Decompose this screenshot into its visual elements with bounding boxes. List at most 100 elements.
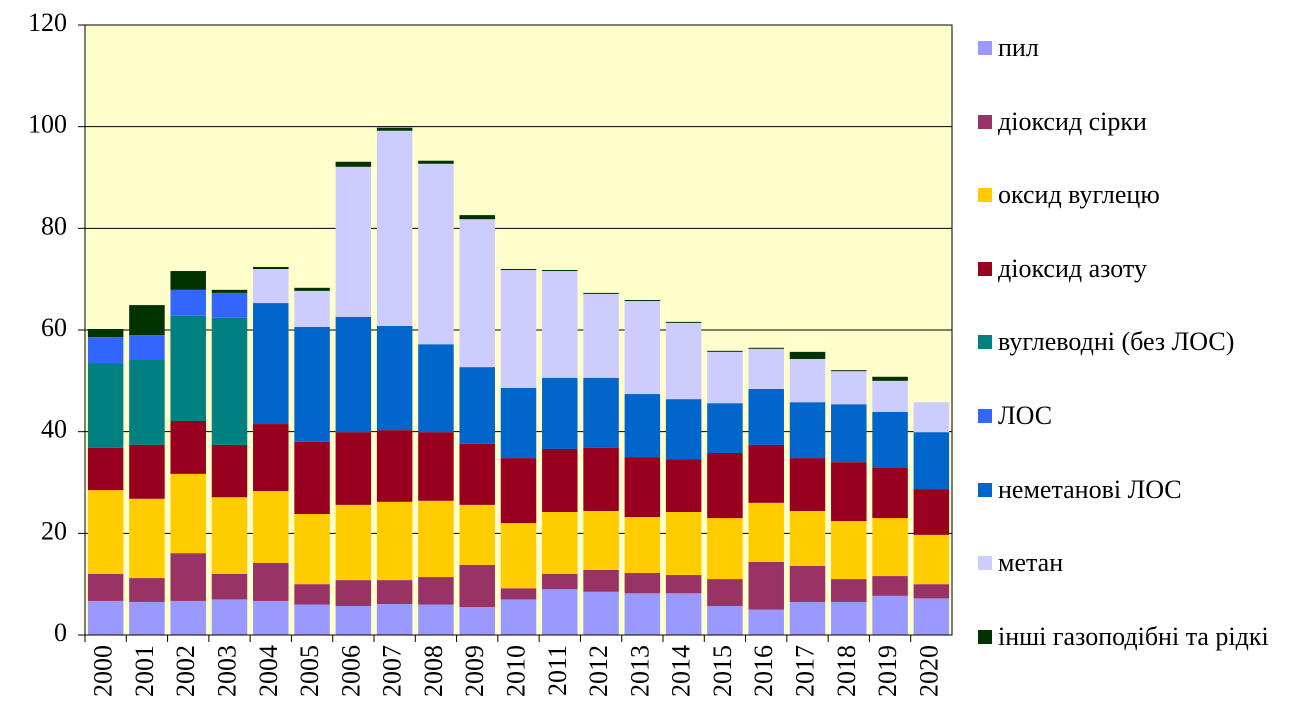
legend-item: вуглеводні (без ЛОС)	[978, 322, 1298, 361]
x-tick-label: 2009	[460, 645, 489, 697]
x-tick-label: 2012	[584, 645, 613, 697]
bar-segment	[748, 561, 784, 610]
bar-segment	[624, 572, 661, 594]
bar-segment	[707, 403, 743, 454]
plot-border	[84, 24, 953, 636]
legend-label: інші газоподібні та рідкі	[998, 621, 1269, 651]
bar-segment	[211, 574, 248, 600]
bar-segment	[459, 367, 495, 444]
x-tick-label: 2006	[336, 645, 365, 697]
x-tick-label: 2001	[130, 645, 159, 697]
legend-swatch	[978, 188, 992, 203]
x-tick-label: 2018	[832, 645, 861, 697]
bar-segment	[748, 444, 784, 503]
bar-segment	[913, 584, 950, 599]
x-tick-label: 2014	[667, 645, 696, 697]
legend-label: пил	[998, 33, 1039, 62]
bar-segment	[707, 579, 743, 607]
bar-segment	[748, 348, 784, 389]
bar-segment	[624, 301, 661, 395]
legend-swatch	[978, 409, 992, 423]
bar-segment	[376, 430, 413, 502]
bar-segment	[831, 601, 867, 635]
y-tick-label: 100	[28, 110, 67, 139]
legend-item: інші газоподібні та рідкі	[978, 617, 1298, 656]
bar-segment	[500, 588, 537, 600]
x-tick-label: 2016	[749, 645, 778, 697]
legend-label: вуглеводні (без ЛОС)	[998, 327, 1235, 357]
legend-item: метан	[978, 543, 1298, 582]
bar-segment	[170, 420, 206, 474]
legend-label: оксид вуглецю	[998, 180, 1160, 210]
bar-segment	[418, 604, 454, 635]
bar-segment	[583, 510, 619, 570]
x-tick-label: 2013	[625, 645, 654, 697]
bar-segment	[294, 326, 330, 442]
legend-label: метан	[998, 548, 1064, 578]
bar-segment	[583, 377, 619, 448]
bar-segment	[872, 411, 908, 468]
legend-swatch	[978, 261, 992, 276]
legend-item: діоксид сірки	[978, 102, 1298, 141]
y-tick-label: 40	[41, 415, 67, 444]
bar-segment	[665, 459, 702, 512]
bar-segment	[376, 127, 413, 131]
y-tick-label: 80	[41, 211, 67, 240]
bar-segment	[707, 350, 743, 352]
legend-swatch	[978, 629, 992, 644]
bar-segment	[418, 344, 454, 433]
bar-segment	[789, 510, 826, 566]
bar-segment	[459, 215, 495, 220]
bar-segment	[789, 402, 826, 459]
bar-segment	[129, 444, 165, 499]
bar-segment	[211, 497, 248, 574]
bar-segment	[624, 517, 661, 573]
bar-segment	[376, 603, 413, 635]
legend-item: ЛОС	[978, 396, 1298, 435]
legend-swatch	[978, 335, 992, 350]
bar-segment	[624, 593, 661, 635]
y-tick-label: 0	[54, 618, 67, 647]
bar-segment	[624, 457, 661, 518]
x-tick-label: 2004	[254, 645, 283, 697]
bar-segment	[294, 441, 330, 515]
bar-segment	[913, 598, 950, 635]
bar-segment	[665, 511, 702, 576]
bar-segment	[542, 574, 578, 590]
x-tick-label: 2017	[790, 645, 819, 697]
bar-segment	[294, 604, 330, 635]
legend-label: діоксид азоту	[998, 253, 1147, 283]
bar-segment	[542, 448, 578, 512]
bar-segment	[294, 290, 330, 327]
y-tick-label: 20	[41, 516, 67, 545]
bar-segment	[253, 600, 289, 635]
bar-segment	[831, 404, 867, 463]
bar-segment	[87, 490, 124, 574]
x-tick-label: 2008	[419, 645, 448, 697]
bar-segment	[707, 453, 743, 519]
bar-segment	[211, 599, 248, 635]
bar-segment	[500, 523, 537, 589]
bar-segment	[831, 371, 867, 405]
legend-item: діоксид азоту	[978, 249, 1298, 288]
bar-segment	[335, 580, 372, 607]
x-tick-label: 2015	[708, 645, 737, 697]
bar-segment	[294, 287, 330, 291]
legend-item: пил	[978, 28, 1298, 67]
bar-segment	[500, 599, 537, 635]
bar-segment	[542, 270, 578, 272]
bar-segment	[294, 514, 330, 585]
bar-segment	[583, 591, 619, 635]
legend-swatch	[978, 114, 992, 129]
bar-segment	[624, 394, 661, 458]
bar-segment	[335, 606, 372, 635]
bar-segment	[831, 521, 867, 580]
bar-segment	[253, 269, 289, 304]
bar-segment	[459, 443, 495, 505]
x-tick-label: 2020	[914, 645, 943, 697]
bar-segment	[583, 292, 619, 294]
bar-segment	[87, 337, 124, 364]
bar-segment	[170, 553, 206, 601]
bar-segment	[500, 387, 537, 459]
